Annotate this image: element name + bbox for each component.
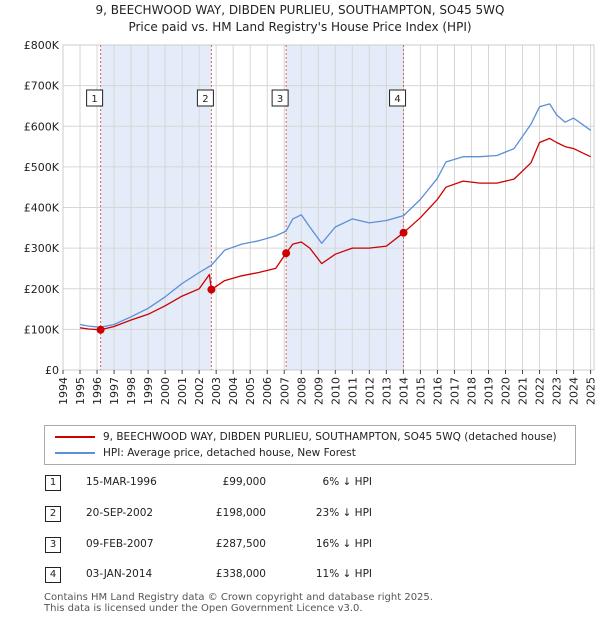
- footer-line-2: This data is licensed under the Open Gov…: [44, 603, 363, 614]
- y-tick-label: £400K: [24, 202, 60, 215]
- x-tick-label: 2011: [346, 377, 359, 405]
- sale-marker-label: 1: [91, 94, 97, 105]
- sale-marker-label: 2: [202, 94, 208, 105]
- y-tick-label: £300K: [24, 242, 60, 255]
- sale-number: 1: [45, 475, 61, 491]
- sale-price: £198,000: [215, 507, 266, 519]
- legend-item-hpi: HPI: Average price, detached house, New …: [55, 445, 356, 461]
- sale-hpi-diff: 11% ↓ HPI: [315, 568, 372, 580]
- sale-marker-box: [196, 89, 214, 107]
- sale-points: [96, 228, 408, 334]
- table-row: 3 09-FEB-2007 £287,500 16% ↓ HPI: [40, 536, 380, 554]
- y-tick-label: £200K: [24, 283, 60, 296]
- legend-item-property: 9, BEECHWOOD WAY, DIBDEN PURLIEU, SOUTHA…: [55, 429, 557, 445]
- x-tick-label: 1997: [108, 377, 121, 405]
- x-tick-label: 1996: [91, 377, 104, 405]
- x-tick-label: 2020: [500, 377, 513, 405]
- x-tick-label: 2016: [431, 377, 444, 405]
- sale-hpi-diff: 16% ↓ HPI: [315, 538, 372, 550]
- sale-point: [399, 228, 408, 237]
- x-tick-label: 2022: [534, 377, 547, 405]
- x-tick-label: 2002: [193, 377, 206, 405]
- sale-marker-box: [389, 89, 407, 107]
- y-tick-label: £0: [45, 364, 59, 377]
- y-tick-label: £600K: [24, 120, 60, 133]
- sale-hpi-diff: 6% ↓ HPI: [322, 476, 372, 488]
- sale-point: [282, 249, 291, 258]
- property-price-line: [79, 137, 591, 331]
- sale-marker-box: [86, 89, 104, 107]
- x-tick-label: 2025: [585, 377, 598, 405]
- sale-point: [207, 285, 216, 294]
- sale-date: 09-FEB-2007: [86, 538, 154, 550]
- x-tick-label: 1998: [125, 377, 138, 405]
- sale-marker-label: 4: [394, 94, 400, 105]
- legend-label-property: 9, BEECHWOOD WAY, DIBDEN PURLIEU, SOUTHA…: [103, 431, 557, 443]
- y-tick-label: £800K: [24, 39, 60, 52]
- x-tick-label: 2021: [517, 377, 530, 405]
- footer-line-1: Contains HM Land Registry data © Crown c…: [44, 592, 433, 603]
- x-tick-label: 1995: [74, 377, 87, 405]
- sale-date: 20-SEP-2002: [86, 507, 154, 519]
- x-tick-label: 2012: [363, 377, 376, 405]
- title-line-2: Price paid vs. HM Land Registry's House …: [128, 20, 472, 34]
- x-tick-label: 1994: [57, 377, 70, 405]
- x-tick-label: 2024: [568, 377, 581, 405]
- chart-title: 9, BEECHWOOD WAY, DIBDEN PURLIEU, SOUTHA…: [0, 2, 600, 36]
- x-tick-label: 2015: [414, 377, 427, 405]
- x-axis-ticks: 1994 1995 1996 1997 1998 1999 2000 2001 2002 2003…: [57, 370, 598, 405]
- sale-price: £99,000: [222, 476, 266, 488]
- sale-marker-box: [271, 89, 289, 107]
- legend-swatch-hpi: [55, 452, 95, 454]
- table-row: 4 03-JAN-2014 £338,000 11% ↓ HPI: [40, 566, 380, 584]
- x-tick-label: 2023: [551, 377, 564, 405]
- title-line-1: 9, BEECHWOOD WAY, DIBDEN PURLIEU, SOUTHA…: [95, 3, 505, 17]
- x-tick-label: 2005: [244, 377, 257, 405]
- sale-number: 2: [45, 506, 61, 522]
- plot-border: [62, 44, 595, 371]
- y-tick-label: £700K: [24, 80, 60, 93]
- x-tick-label: 2013: [380, 377, 393, 405]
- x-tick-label: 2001: [176, 377, 189, 405]
- x-tick-label: 1999: [142, 377, 155, 405]
- x-tick-label: 2019: [482, 377, 495, 405]
- sale-date: 03-JAN-2014: [86, 568, 153, 580]
- sale-price: £287,500: [215, 538, 266, 550]
- grid: [62, 44, 595, 371]
- x-tick-label: 2004: [227, 377, 240, 405]
- sale-number: 4: [45, 567, 61, 583]
- legend-swatch-property: [55, 436, 95, 438]
- price-chart: 1 2 3 4 £0 £100K £200K £300K £400K £500K £600K £70…: [24, 39, 598, 405]
- footer: Contains HM Land Registry data © Crown c…: [44, 592, 433, 614]
- y-tick-label: £500K: [24, 161, 60, 174]
- table-row: 1 15-MAR-1996 £99,000 6% ↓ HPI: [40, 474, 380, 492]
- legend: 9, BEECHWOOD WAY, DIBDEN PURLIEU, SOUTHA…: [44, 425, 576, 465]
- sale-price: £338,000: [215, 568, 266, 580]
- legend-label-hpi: HPI: Average price, detached house, New …: [103, 447, 356, 459]
- x-tick-label: 2009: [312, 377, 325, 405]
- table-row: 2 20-SEP-2002 £198,000 23% ↓ HPI: [40, 505, 380, 523]
- y-axis-ticks: £0 £100K £200K £300K £400K £500K £600K £700K £80…: [24, 39, 60, 377]
- series: [79, 103, 591, 331]
- x-tick-label: 2008: [295, 377, 308, 405]
- x-tick-label: 2007: [278, 377, 291, 405]
- sale-point: [96, 325, 105, 334]
- x-tick-label: 2010: [329, 377, 342, 405]
- x-tick-label: 2000: [159, 377, 172, 405]
- sale-markers: 1 2 3 4: [86, 89, 407, 107]
- sale-number: 3: [45, 537, 61, 553]
- x-tick-label: 2014: [397, 377, 410, 405]
- x-tick-label: 2017: [448, 377, 461, 405]
- x-tick-label: 2006: [261, 377, 274, 405]
- sale-hpi-diff: 23% ↓ HPI: [315, 507, 372, 519]
- sale-date: 15-MAR-1996: [86, 476, 157, 488]
- x-tick-label: 2003: [210, 377, 223, 405]
- y-tick-label: £100K: [24, 323, 60, 336]
- hpi-line: [79, 103, 591, 328]
- x-tick-label: 2018: [465, 377, 478, 405]
- sale-marker-label: 3: [277, 94, 283, 105]
